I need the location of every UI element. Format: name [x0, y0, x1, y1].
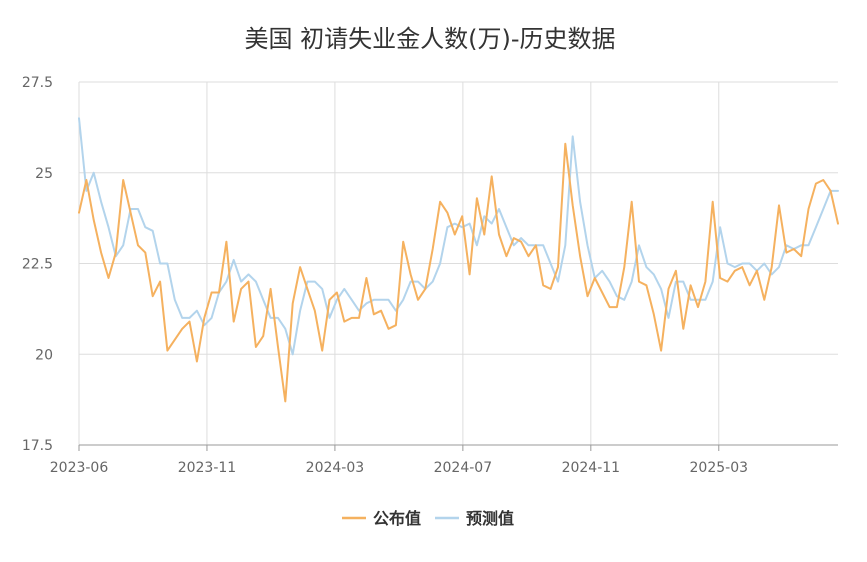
y-tick-label: 17.5 [22, 438, 53, 454]
legend-item-published[interactable]: 公布值 [342, 509, 421, 528]
series-layer [78, 117, 839, 403]
x-tick-label: 2024-03 [306, 460, 365, 476]
x-tick-label: 2023-06 [50, 460, 109, 476]
y-tick-label: 20 [35, 347, 53, 363]
axis-layer: 17.5 20 22.5 25 27.5 2023-06 2023-11 2024-03 202… [22, 75, 838, 476]
x-tick-label: 2024-11 [562, 460, 621, 476]
x-tick-label: 2024-07 [434, 460, 493, 476]
y-tick-label: 27.5 [22, 75, 53, 91]
y-tick-label: 25 [35, 166, 53, 182]
legend[interactable]: 公布值 预测值 [342, 509, 514, 528]
legend-label-forecast: 预测值 [466, 509, 514, 528]
grid-layer [78, 81, 838, 446]
chart-title: 美国 初请失业金人数(万)-历史数据 [244, 25, 615, 53]
series-line-forecast[interactable] [78, 117, 839, 356]
legend-item-forecast[interactable]: 预测值 [435, 509, 514, 528]
x-tick-label: 2025-03 [690, 460, 749, 476]
x-tick-label: 2023-11 [178, 460, 237, 476]
series-line-published[interactable] [78, 142, 839, 403]
legend-label-published: 公布值 [373, 509, 421, 528]
y-tick-label: 22.5 [22, 257, 53, 273]
